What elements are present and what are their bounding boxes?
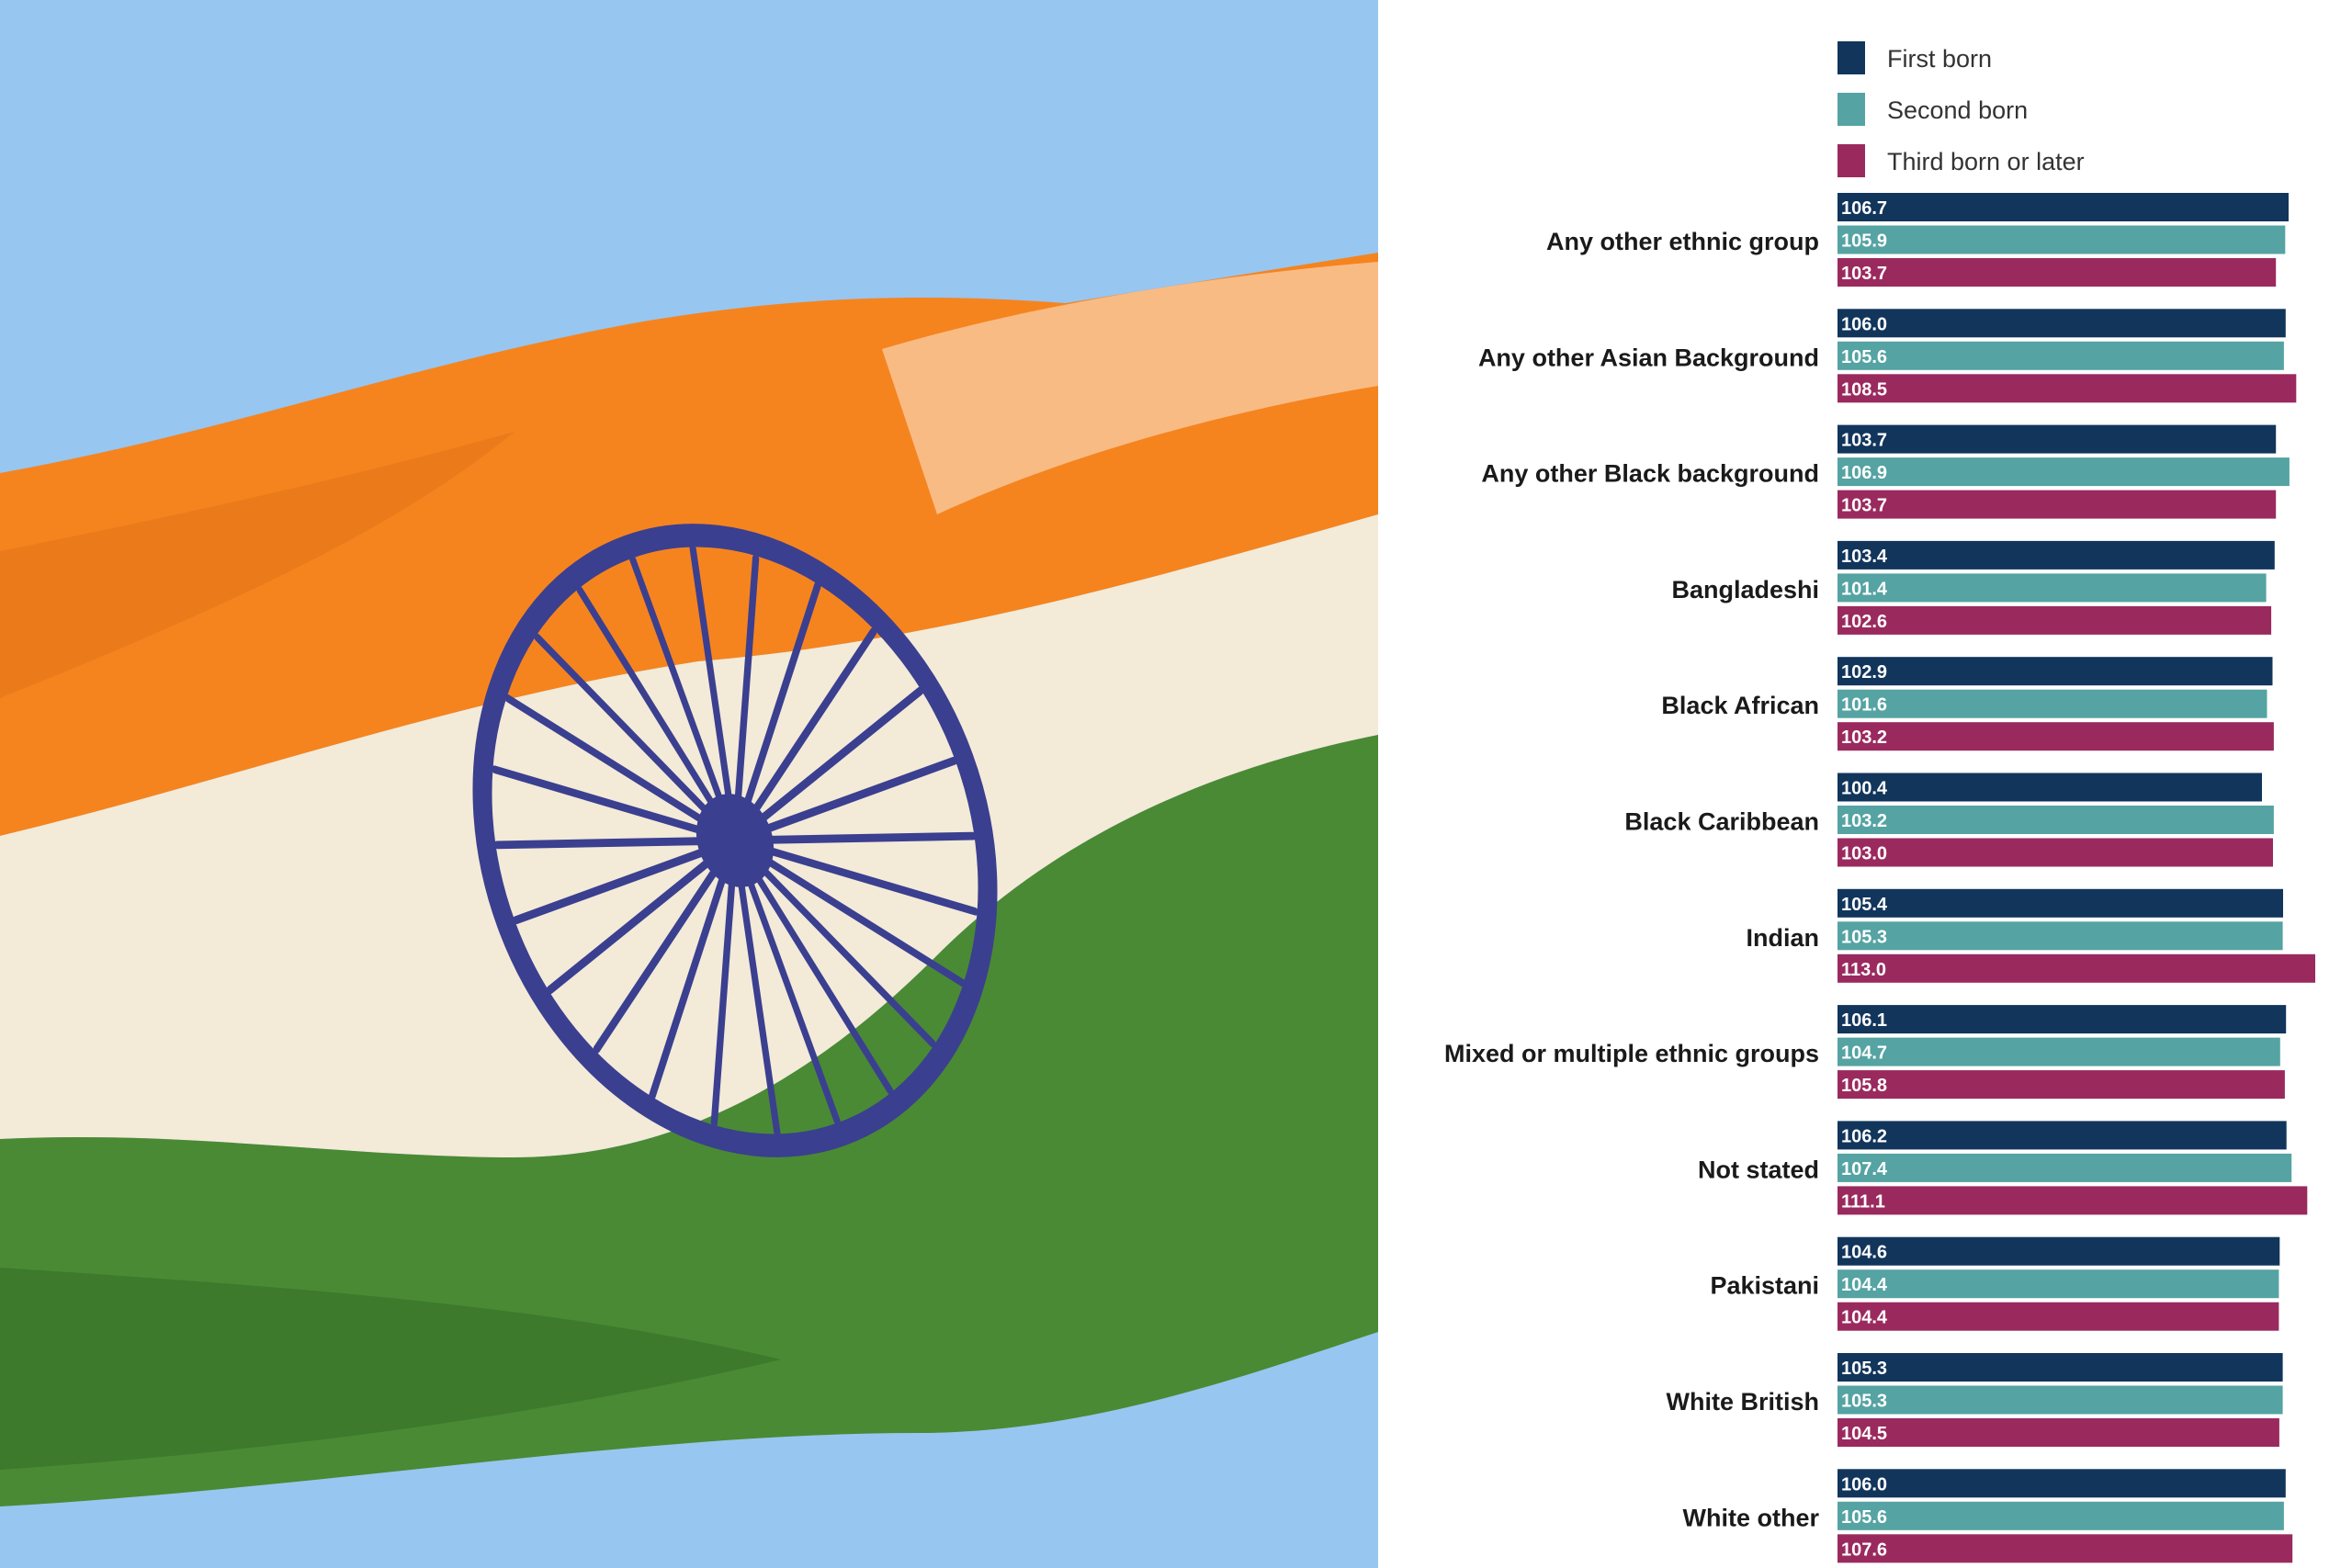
bar [1838,225,2286,254]
data-label: 103.0 [1841,844,1887,864]
data-label: 106.2 [1841,1126,1887,1146]
india-flag-photo [0,0,1378,1568]
bar [1838,921,2283,951]
data-label: 104.7 [1841,1043,1887,1064]
category-label: Any other Black background [1481,460,1819,488]
data-label: 104.4 [1841,1275,1888,1295]
category-label: Black Caribbean [1624,808,1819,836]
bar [1838,374,2297,403]
data-label: 106.1 [1841,1010,1887,1031]
data-label: 101.6 [1841,695,1887,716]
bar [1838,657,2273,686]
bar [1838,1269,2279,1299]
data-label: 107.4 [1841,1159,1888,1179]
bar [1838,1186,2308,1215]
data-label: 100.4 [1841,779,1888,799]
bar [1838,605,2272,635]
data-label: 106.0 [1841,314,1887,334]
bar [1838,309,2286,338]
category-label: Not stated [1698,1156,1819,1183]
legend-swatch [1838,41,1865,74]
data-label: 104.6 [1841,1243,1887,1263]
data-label: 103.4 [1841,547,1888,567]
category-label: Indian [1747,924,1820,952]
bar-chart: First born Second born Third born or later… [1444,41,2315,1563]
category-label: Any other ethnic group [1546,228,1819,255]
data-label: 113.0 [1841,960,1886,980]
data-label: 111.1 [1841,1191,1885,1212]
ashoka-chakra-icon [472,524,998,1157]
bar [1838,1153,2292,1182]
bar [1838,953,2315,983]
legend-label: Third born or later [1887,148,2085,175]
data-label: 107.6 [1841,1540,1887,1560]
data-label: 106.7 [1841,198,1887,219]
bar [1838,1469,2286,1498]
data-label: 105.3 [1841,1392,1887,1412]
bar [1838,689,2267,718]
bar [1838,722,2274,751]
flag-green-shade [0,1268,781,1470]
legend-swatch [1838,93,1865,126]
data-label: 105.6 [1841,347,1887,367]
category-label: Mixed or multiple ethnic groups [1444,1040,1819,1067]
flag-white-band [0,514,1378,1157]
category-label: White British [1667,1388,1820,1416]
data-label: 103.7 [1841,431,1887,451]
data-label: 103.7 [1841,264,1887,284]
data-label: 108.5 [1841,379,1887,400]
data-label: 105.8 [1841,1076,1887,1096]
category-label: Black African [1661,692,1819,719]
category-label: Pakistani [1710,1272,1819,1300]
data-label: 102.9 [1841,662,1887,682]
bar [1838,540,2275,570]
bar [1838,1534,2293,1563]
category-label: Bangladeshi [1671,576,1819,604]
legend-label: Second born [1887,96,2028,124]
bar [1838,1353,2283,1382]
bar [1838,888,2283,918]
data-label: 105.3 [1841,927,1887,947]
bar [1838,424,2277,454]
data-label: 105.6 [1841,1507,1887,1528]
data-label: 104.4 [1841,1308,1888,1328]
category-label: White other [1683,1504,1820,1531]
bar [1838,193,2289,221]
data-label: 106.0 [1841,1474,1887,1495]
data-label: 106.9 [1841,463,1887,483]
bar [1838,1302,2279,1331]
bar [1838,1005,2287,1034]
data-label: 104.5 [1841,1424,1887,1444]
bar [1838,1385,2283,1415]
bar [1838,490,2277,519]
data-label: 105.4 [1841,895,1888,915]
india-flag-icon [0,253,1378,1506]
bar [1838,806,2274,834]
bar [1838,773,2262,802]
data-label: 103.7 [1841,496,1887,516]
bar [1838,1501,2284,1530]
flag-white-highlight [882,262,1378,514]
legend-swatch [1838,144,1865,177]
bar [1838,341,2284,370]
data-label: 102.6 [1841,612,1887,632]
bar [1838,457,2290,487]
bar [1838,1121,2287,1150]
legend-label: First born [1887,45,1992,73]
bar [1838,258,2277,287]
bar [1838,573,2267,603]
bar [1838,1418,2279,1447]
bar [1838,838,2273,867]
bar [1838,1037,2280,1066]
data-label: 105.9 [1841,231,1887,252]
chart-panel: First born Second born Third born or later… [1378,0,2352,1568]
data-label: 105.3 [1841,1359,1887,1379]
bar [1838,1070,2285,1100]
data-label: 101.4 [1841,579,1888,599]
data-label: 103.2 [1841,811,1887,831]
bar [1838,1236,2280,1266]
category-label: Any other Asian Background [1478,344,1819,371]
flag-saffron-shade [0,432,514,698]
data-label: 103.2 [1841,728,1887,748]
